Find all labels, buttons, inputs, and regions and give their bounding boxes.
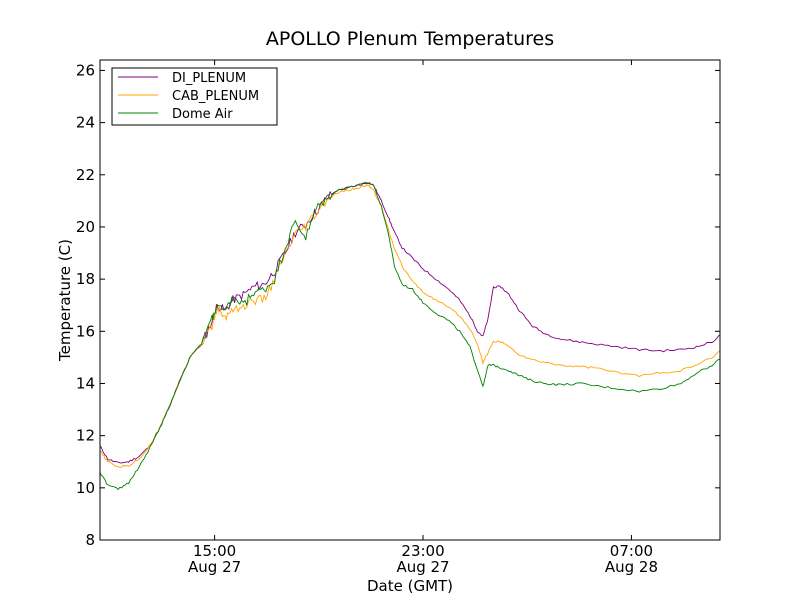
y-tick-label: 14 (76, 374, 95, 392)
legend: DI_PLENUM CAB_PLENUM Dome Air (111, 67, 278, 126)
plot-frame (99, 59, 721, 541)
series-line-cab-plenum (100, 184, 720, 468)
y-tick-label: 16 (76, 322, 95, 340)
x-tick-label-date: Aug 27 (396, 558, 449, 576)
series-layer (100, 182, 720, 491)
x-tick-label-time: 23:00 (401, 542, 444, 560)
legend-label: Dome Air (172, 107, 233, 122)
chart-title: APOLLO Plenum Temperatures (266, 28, 554, 50)
plot-background (100, 60, 720, 540)
legend-label: CAB_PLENUM (172, 89, 259, 104)
x-tick-label-time: 07:00 (610, 542, 653, 560)
y-axis-label: Temperature (C) (56, 239, 74, 362)
y-tick-label: 20 (76, 218, 95, 236)
y-tick-label: 10 (76, 479, 95, 497)
y-tick-label: 8 (85, 531, 95, 549)
y-tick-label: 26 (76, 61, 95, 79)
y-tick-label: 22 (76, 166, 95, 184)
series-line-dome-air (100, 182, 720, 491)
x-axis-label: Date (GMT) (367, 577, 453, 595)
y-tick-label: 12 (76, 427, 95, 445)
x-tick-label-date: Aug 28 (605, 558, 658, 576)
y-tick-label: 18 (76, 270, 95, 288)
x-tick-label-date: Aug 27 (188, 558, 241, 576)
legend-label: DI_PLENUM (172, 71, 246, 86)
x-tick-label-time: 15:00 (193, 542, 236, 560)
series-line-di-plenum (100, 182, 720, 464)
y-tick-label: 24 (76, 114, 95, 132)
